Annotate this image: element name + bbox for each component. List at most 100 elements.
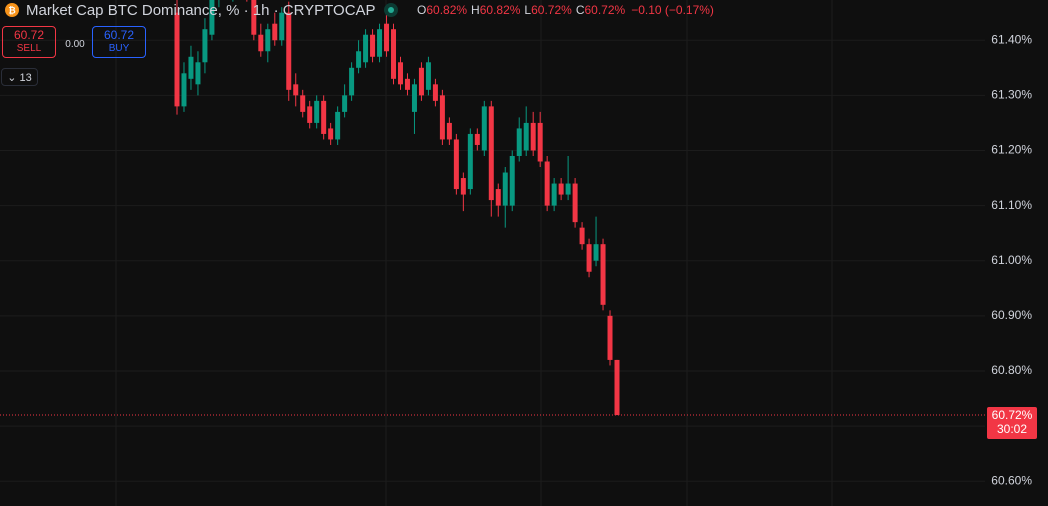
chart-title: Market Cap BTC Dominance, % · 1h · CRYPT… xyxy=(26,2,376,19)
candle-body xyxy=(377,29,383,57)
candle-body xyxy=(537,122,543,162)
vertical-grid xyxy=(115,0,833,506)
candle-body xyxy=(495,189,501,206)
candle-body xyxy=(391,29,397,79)
candle-body xyxy=(460,178,466,195)
candle-body xyxy=(614,359,620,416)
ohlc-value: 60.72% xyxy=(531,3,572,17)
candle-body xyxy=(439,95,445,140)
chevron: ⌄ xyxy=(7,72,17,84)
candle-body xyxy=(467,133,473,190)
candle-body xyxy=(279,12,285,41)
candle-body xyxy=(265,29,271,52)
candle-body xyxy=(384,23,390,52)
indicators-toggle[interactable]: ⌄ 13 xyxy=(1,68,38,86)
change: −0.10 (−0.17%) xyxy=(631,3,714,17)
y-tick-label: 60.80% xyxy=(991,363,1032,377)
y-tick-label: 61.40% xyxy=(991,32,1032,46)
candle-body xyxy=(188,56,194,79)
candle-body xyxy=(363,34,369,63)
y-tick-label: 60.60% xyxy=(991,473,1032,487)
spread: 0.00 xyxy=(65,39,85,50)
candle-body xyxy=(530,122,536,151)
countdown: 30:02 xyxy=(997,422,1027,436)
candle-body xyxy=(356,51,362,68)
candle-body xyxy=(607,315,613,360)
candle-body xyxy=(446,122,452,140)
candles xyxy=(0,0,985,416)
candle-body xyxy=(314,100,320,123)
candle-body xyxy=(600,244,606,305)
price-label: 60.72% xyxy=(992,408,1033,422)
candle-body xyxy=(453,139,459,190)
candle-body xyxy=(558,183,564,195)
indicators-count: 13 xyxy=(19,72,32,84)
buy-label: BUY xyxy=(108,43,130,54)
sell-button[interactable]: 60.72 SELL xyxy=(2,26,56,58)
candle-body xyxy=(397,62,403,85)
price-label-box xyxy=(987,407,1037,440)
ohlc-value: 60.82% xyxy=(480,3,521,17)
y-tick-label: 61.20% xyxy=(991,143,1032,157)
candle-body xyxy=(516,128,522,156)
ohlc-key: C xyxy=(576,3,585,17)
candle-body xyxy=(370,34,376,57)
candle-body xyxy=(411,84,417,112)
candle-body xyxy=(425,62,431,90)
ohlc-key: L xyxy=(524,3,531,17)
candle-body xyxy=(474,133,480,145)
candle-body xyxy=(349,67,355,96)
sell-label: SELL xyxy=(16,43,42,54)
candle-body xyxy=(286,12,292,90)
candle-body xyxy=(523,122,529,151)
candle-body xyxy=(342,95,348,112)
candle-body xyxy=(307,106,313,123)
sell-price: 60.72 xyxy=(13,28,45,42)
candle-body xyxy=(300,95,306,112)
buy-price: 60.72 xyxy=(103,28,135,42)
y-axis: 60.60% 60.80% 60.90% 61.00% 61.10% 61.20% 61.3… xyxy=(987,32,1037,487)
candle-body xyxy=(404,78,410,90)
ohlc-value: 60.72% xyxy=(584,3,625,17)
candle-body xyxy=(544,161,550,206)
candle-body xyxy=(321,100,327,134)
y-tick-label: 61.10% xyxy=(991,198,1032,212)
y-tick-label: 61.00% xyxy=(991,253,1032,267)
candle-body xyxy=(418,67,424,96)
y-tick-label: 60.90% xyxy=(991,308,1032,322)
candle-body xyxy=(502,172,508,206)
candle-body xyxy=(181,73,187,107)
candle-body xyxy=(565,183,571,195)
candle-body xyxy=(258,34,264,52)
ohlc-header: O 60.82% H 60.82% L 60.72% C 60.72% −0.10 (−0.17… xyxy=(417,3,714,17)
candle-body xyxy=(174,12,180,107)
candle-body xyxy=(251,0,257,35)
ohlc-key: O xyxy=(417,3,426,17)
candle-body xyxy=(551,183,557,206)
ohlc-key: H xyxy=(471,3,480,17)
candle-body xyxy=(432,84,438,101)
buy-button[interactable]: 60.72 BUY xyxy=(92,26,146,58)
candle-body xyxy=(488,106,494,201)
candle-body xyxy=(209,0,215,35)
candle-body xyxy=(579,227,585,245)
y-tick-label: 61.30% xyxy=(991,88,1032,102)
candle-body xyxy=(481,106,487,151)
candle-body xyxy=(202,29,208,63)
coin-symbol: ₿ xyxy=(8,5,15,15)
ohlc-value: 60.82% xyxy=(426,3,467,17)
candle-body xyxy=(593,244,599,261)
grid xyxy=(0,39,985,482)
coin-icon xyxy=(5,3,19,17)
status-dot xyxy=(388,7,394,13)
candle-body xyxy=(328,128,334,140)
candle-body xyxy=(509,155,515,206)
candle-body xyxy=(335,111,341,140)
candle-body xyxy=(195,62,201,85)
candle-body xyxy=(572,183,578,223)
candle-body xyxy=(586,244,592,272)
candle-body xyxy=(272,23,278,41)
candle-body xyxy=(293,84,299,96)
